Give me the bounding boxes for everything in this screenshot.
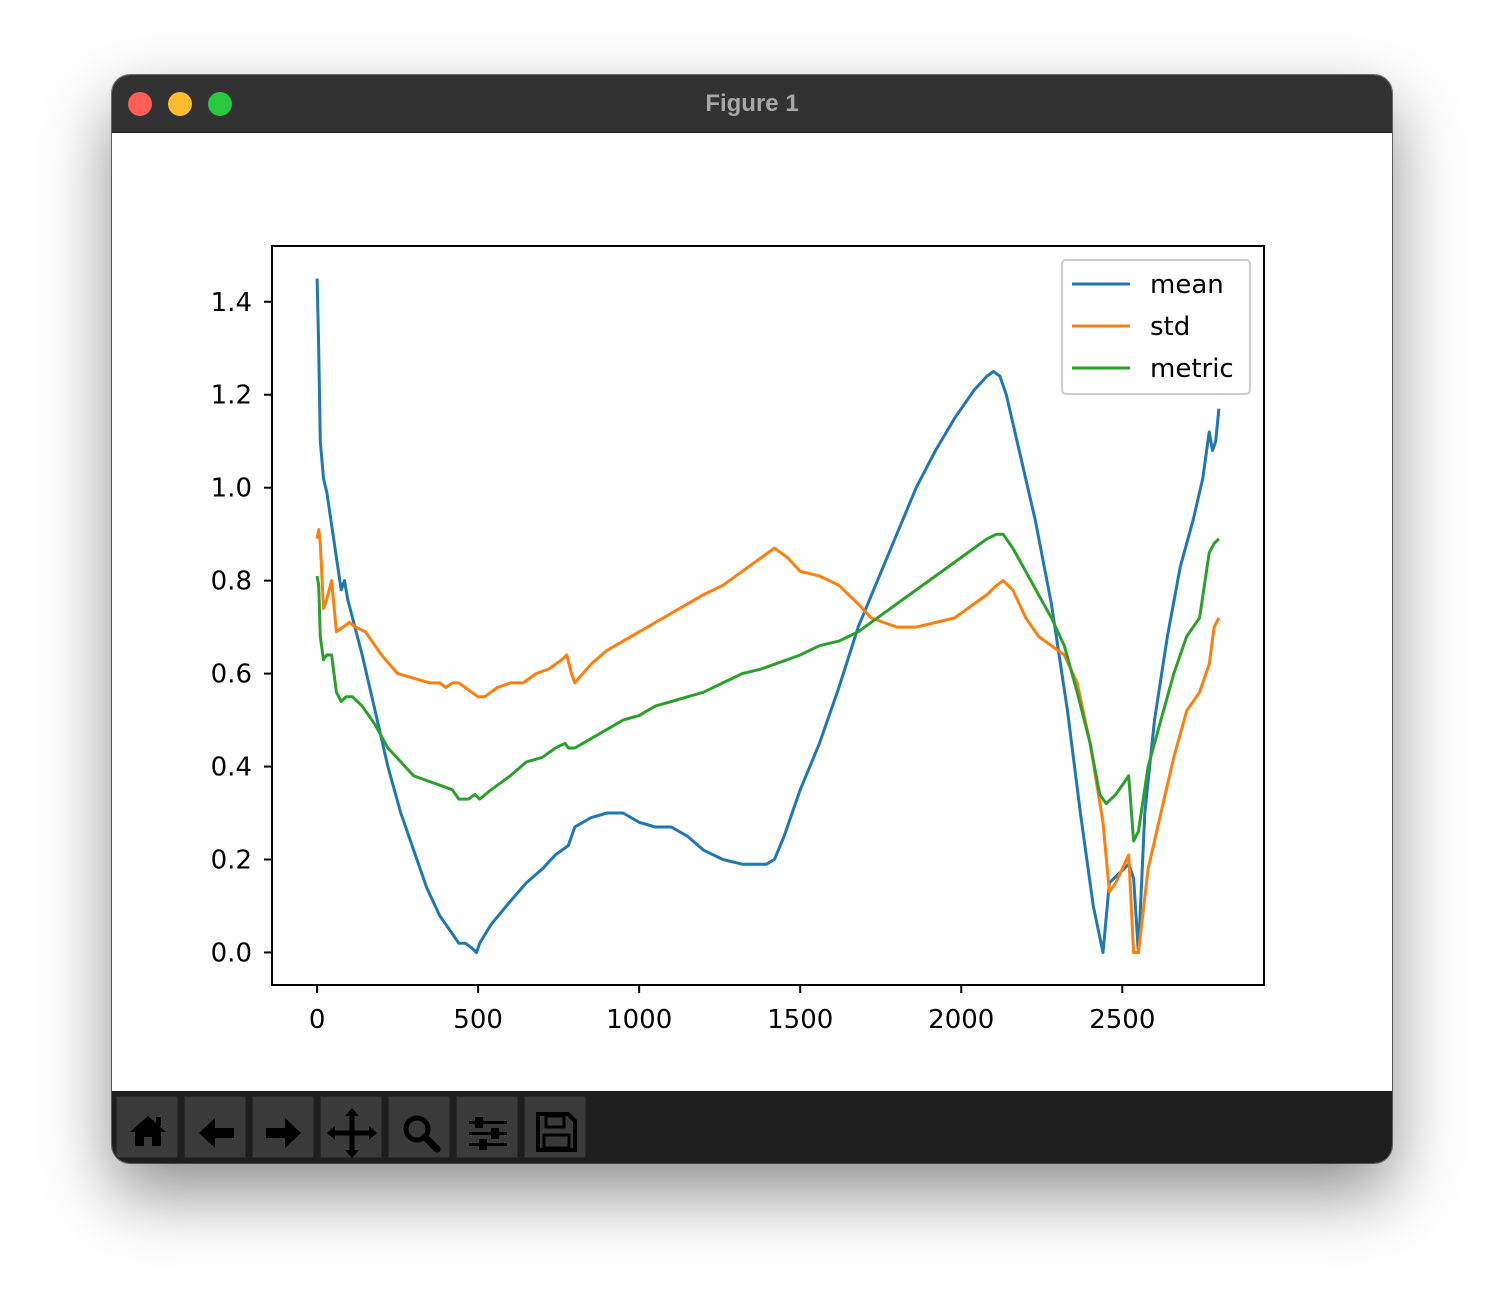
figure-window: Figure 1 0 500 1000 1500 2000 2500 0.0 0.2 0.4 0.… [112,75,1392,1163]
y-tick-label: 0.8 [211,567,252,597]
line-chart[interactable]: 0 500 1000 1500 2000 2500 0.0 0.2 0.4 0.6 0.8 1.0 1.… [112,133,1392,1091]
axes-frame [271,245,1265,986]
arrow-left-icon [199,1118,234,1148]
y-tick-label: 0.4 [211,753,252,783]
back-button[interactable] [184,1096,246,1158]
navigation-toolbar [112,1091,1392,1163]
x-tick-label: 2500 [1089,1005,1155,1035]
forward-button[interactable] [252,1096,314,1158]
x-tick-label: 0 [309,1005,326,1035]
minimize-button[interactable] [168,92,192,116]
home-button[interactable] [116,1096,178,1158]
maximize-button[interactable] [208,92,232,116]
legend-box [1061,259,1251,395]
zoom-icon [403,1115,441,1153]
title-bar[interactable]: Figure 1 [112,75,1392,133]
y-tick-label: 0.0 [211,938,252,968]
x-tick-label: 500 [453,1005,503,1035]
window-title: Figure 1 [705,90,799,117]
x-tick-label: 1500 [767,1005,833,1035]
series-line-metric [315,532,1220,843]
close-button[interactable] [128,92,152,116]
save-icon [536,1112,577,1152]
y-tick-label: 0.2 [211,846,252,876]
y-tick-label: 1.4 [211,288,252,318]
move-icon [327,1108,377,1158]
y-tick-label: 0.6 [211,660,252,690]
arrow-right-icon [266,1118,301,1148]
save-button[interactable] [524,1096,586,1158]
series-line-mean [315,278,1221,954]
x-tick-label: 1000 [606,1005,672,1035]
series-line-std [315,528,1221,954]
legend-label-mean: mean [1150,270,1224,300]
sliders-icon [469,1117,507,1150]
pan-button[interactable] [320,1096,382,1158]
legend-label-metric: metric [1150,354,1234,384]
figure-canvas[interactable]: 0 500 1000 1500 2000 2500 0.0 0.2 0.4 0.6 0.8 1.0 1.… [112,133,1392,1091]
legend-label-std: std [1150,312,1190,342]
y-tick-label: 1.0 [211,474,252,504]
home-icon [130,1116,166,1146]
configure-subplots-button[interactable] [456,1096,518,1158]
x-tick-label: 2000 [928,1005,994,1035]
y-tick-label: 1.2 [211,381,252,411]
zoom-button[interactable] [388,1096,450,1158]
